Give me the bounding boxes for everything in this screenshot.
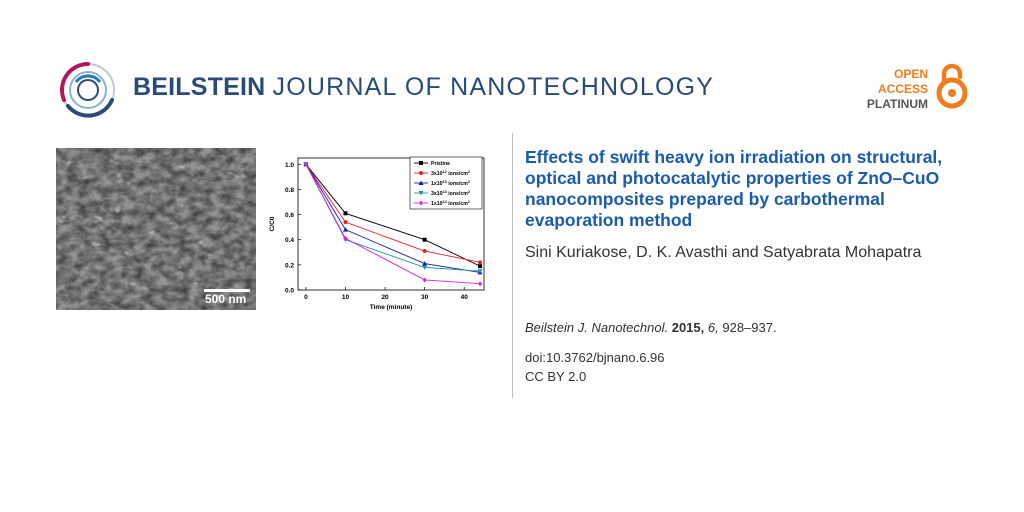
y-tick-label: 0.6 (285, 212, 294, 219)
x-axis-label: Time (minute) (370, 304, 413, 311)
data-point (419, 171, 423, 175)
x-tick-label: 20 (381, 294, 389, 301)
sem-micrograph (56, 148, 256, 310)
y-tick-label: 0.0 (285, 288, 294, 295)
x-tick-label: 30 (421, 294, 429, 301)
series-line (305, 164, 481, 263)
x-tick-label: 10 (342, 294, 350, 301)
oa-line-access: ACCESS (877, 82, 928, 96)
data-point (303, 161, 308, 167)
legend-label: 1x1013 ions/cm2 (431, 180, 470, 187)
journal-name-bold: BEILSTEIN (133, 73, 266, 101)
data-point (343, 235, 348, 241)
article-title[interactable]: Effects of swift heavy ion irradiation o… (525, 147, 943, 230)
legend-label: 3x1012 ions/cm2 (431, 170, 470, 177)
data-point (422, 277, 427, 283)
data-point (478, 281, 483, 287)
journal-name[interactable]: BEILSTEIN JOURNAL OF NANOTECHNOLOGY (133, 73, 714, 102)
open-access-lock-icon (936, 63, 968, 109)
data-point (343, 211, 348, 216)
data-point (418, 191, 424, 196)
legend-label: 3x1013 ions/cm2 (431, 190, 470, 197)
data-point (477, 269, 483, 274)
sem-scale-label: 500 nm (205, 292, 247, 306)
sem-texture (56, 148, 256, 310)
plot-frame (297, 157, 485, 291)
article-authors: Sini Kuriakose, D. K. Avasthi and Satyab… (525, 244, 922, 261)
citation-journal: Beilstein J. Nanotechnol. (525, 320, 669, 335)
legend-label: 1x1014 ions/cm2 (431, 200, 470, 207)
data-point (419, 161, 423, 165)
data-point (419, 200, 423, 206)
article-doi[interactable]: doi:10.3762/bjnano.6.96 (525, 350, 665, 365)
data-point (422, 261, 428, 266)
y-tick-label: 0.2 (285, 262, 294, 269)
y-tick-label: 0.8 (285, 187, 294, 194)
citation-volume: 6, (707, 320, 719, 335)
vertical-divider (512, 133, 513, 398)
x-tick-label: 40 (461, 294, 469, 301)
data-point (418, 180, 424, 185)
article-citation: Beilstein J. Nanotechnol. 2015, 6, 928–9… (525, 320, 777, 335)
article-license[interactable]: CC BY 2.0 (525, 369, 587, 384)
data-point (422, 265, 428, 270)
data-point (422, 237, 427, 242)
series-line (305, 164, 481, 267)
oa-line-platinum: PLATINUM (866, 97, 928, 111)
y-axis-label: C/C0 (269, 216, 276, 231)
citation-year: 2015, (671, 320, 705, 335)
data-point (422, 249, 427, 254)
citation-pages: 928–937. (722, 320, 777, 335)
x-tick-label: 0 (304, 294, 308, 301)
y-tick-label: 0.4 (285, 237, 294, 244)
legend-label: Pristine (431, 161, 450, 167)
oa-line-open: OPEN (893, 67, 928, 81)
data-point (343, 220, 348, 225)
series-line (305, 164, 481, 273)
data-point (478, 260, 483, 265)
journal-name-light: JOURNAL OF NANOTECHNOLOGY (272, 73, 715, 101)
beilstein-logo-icon (60, 62, 115, 118)
y-tick-label: 1.0 (285, 162, 294, 169)
sem-scale-bar (204, 289, 250, 292)
data-point (342, 227, 348, 232)
photocatalysis-chart: 0.0 0.2 0.4 0.6 0.8 1.0 0 10 20 30 40 Time (minute)… (269, 156, 485, 311)
series-line (305, 164, 481, 285)
open-access-label: OPEN ACCESS PLATINUM (867, 67, 928, 112)
data-point (478, 264, 483, 269)
